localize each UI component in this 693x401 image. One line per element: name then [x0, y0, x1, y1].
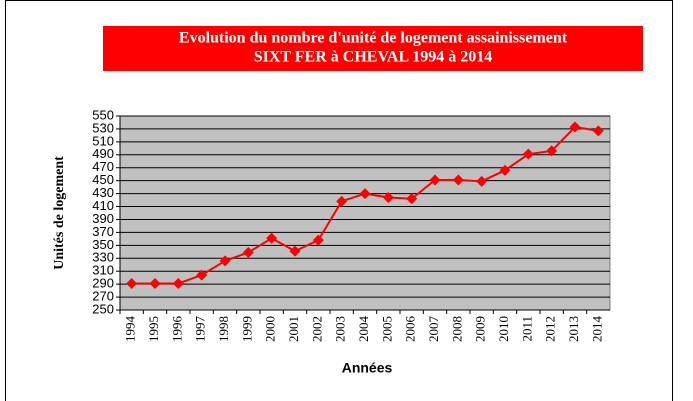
x-tick-label: 2000 [263, 316, 278, 342]
y-tick-label: 290 [92, 276, 114, 291]
x-tick-label: 2014 [589, 316, 604, 343]
data-point [476, 175, 488, 187]
data-point [406, 193, 418, 205]
x-tick-label: 2008 [449, 316, 464, 342]
data-point [196, 269, 208, 281]
x-axis-label: Années [342, 360, 393, 376]
data-point [452, 174, 464, 186]
frame [5, 0, 673, 401]
data-point [126, 277, 138, 289]
x-tick-label: 1994 [123, 316, 138, 343]
y-tick-label: 410 [92, 198, 114, 213]
x-tick-label: 2002 [309, 316, 324, 342]
x-tick-label: 2007 [426, 316, 441, 343]
data-point [429, 174, 441, 186]
x-tick-label: 1998 [216, 316, 231, 342]
x-tick-label: 1999 [239, 316, 254, 342]
data-point [499, 164, 511, 176]
x-tick-label: 2012 [543, 316, 558, 342]
x-tick-label: 2010 [496, 316, 511, 342]
x-tick-label: 2004 [356, 316, 371, 343]
y-tick-label: 450 [92, 172, 114, 187]
data-point [289, 245, 301, 257]
x-tick-label: 1997 [193, 316, 208, 343]
y-tick-label: 490 [92, 146, 114, 161]
y-tick-label: 390 [92, 211, 114, 226]
data-point [312, 234, 324, 246]
x-tick-label: 2001 [286, 316, 301, 342]
y-tick-label: 350 [92, 237, 114, 252]
data-point [172, 277, 184, 289]
y-tick-label: 430 [92, 185, 114, 200]
data-point [219, 255, 231, 267]
plot-area [119, 115, 611, 311]
y-tick-label: 470 [92, 159, 114, 174]
x-tick-label: 1995 [146, 316, 161, 342]
y-tick-label: 370 [92, 224, 114, 239]
x-tick-label: 2006 [403, 316, 418, 343]
data-point [592, 125, 604, 137]
x-tick-label: 2005 [379, 316, 394, 342]
data-point [336, 195, 348, 207]
y-tick-label: 270 [92, 289, 114, 304]
chart-title: SIXT FER à CHEVAL 1994 à 2014 [254, 49, 493, 66]
y-tick-label: 310 [92, 263, 114, 278]
y-axis-label: Unités de logement [52, 156, 67, 270]
y-tick-label: 530 [92, 120, 114, 135]
data-point [266, 232, 278, 244]
data-point [569, 121, 581, 133]
x-tick-label: 2013 [566, 316, 581, 342]
y-tick-label: 330 [92, 250, 114, 265]
x-tick-label: 2003 [333, 316, 348, 342]
y-tick-label: 510 [92, 133, 114, 148]
data-point [149, 277, 161, 289]
data-point [359, 188, 371, 200]
data-point [382, 191, 394, 203]
y-tick-label: 550 [92, 107, 114, 122]
data-point [546, 145, 558, 157]
chart-title: Evolution du nombre d'unité de logement … [179, 30, 568, 47]
title-box [103, 26, 643, 71]
x-tick-label: 1996 [169, 316, 184, 343]
data-point [242, 246, 254, 258]
x-tick-label: 2009 [473, 316, 488, 342]
x-tick-label: 2011 [519, 316, 534, 342]
plot: 2502702903103303503703904104304504704905… [92, 107, 611, 343]
data-point [522, 148, 534, 160]
y-tick-label: 250 [92, 301, 114, 316]
